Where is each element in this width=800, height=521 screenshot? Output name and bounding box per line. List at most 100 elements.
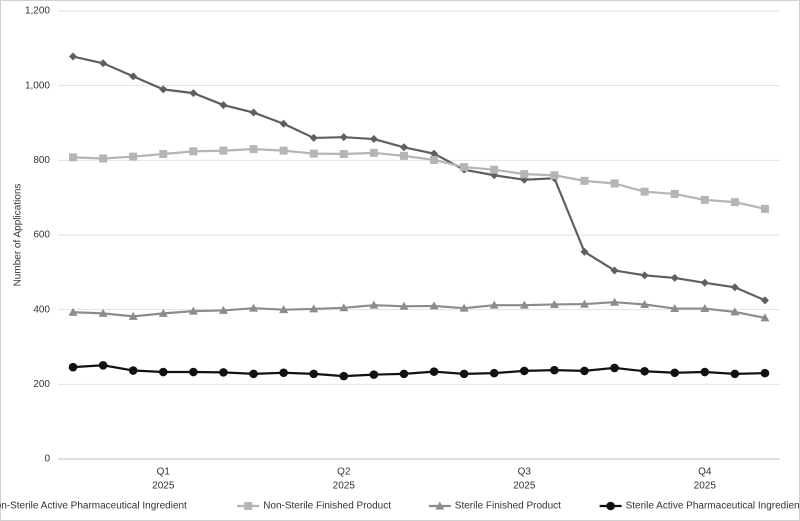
data-point bbox=[99, 59, 108, 68]
data-point bbox=[670, 273, 679, 282]
data-point bbox=[399, 151, 408, 160]
series-line bbox=[73, 148, 766, 210]
data-point bbox=[309, 149, 318, 158]
data-point bbox=[369, 148, 378, 157]
data-point bbox=[309, 369, 319, 379]
data-point bbox=[519, 300, 529, 309]
legend-marker bbox=[244, 502, 253, 510]
data-point bbox=[339, 133, 348, 142]
data-point bbox=[489, 300, 499, 309]
data-point bbox=[519, 366, 529, 376]
data-point bbox=[129, 152, 138, 161]
data-point bbox=[399, 301, 409, 310]
data-point bbox=[640, 299, 650, 308]
data-point bbox=[640, 271, 649, 280]
data-point bbox=[219, 368, 228, 377]
data-point bbox=[610, 363, 619, 373]
data-point bbox=[760, 296, 769, 305]
data-point bbox=[610, 297, 620, 306]
legend-marker bbox=[435, 501, 445, 510]
data-point bbox=[129, 72, 138, 81]
data-point bbox=[700, 367, 710, 377]
x-tick-sublabel: 2025 bbox=[152, 481, 175, 492]
data-point bbox=[249, 303, 259, 312]
x-tick-sublabel: 2025 bbox=[513, 481, 536, 492]
data-point bbox=[430, 149, 439, 158]
legend-label: Non-Sterile Finished Product bbox=[263, 501, 391, 512]
data-point bbox=[610, 179, 619, 188]
data-point bbox=[429, 301, 439, 310]
data-point bbox=[279, 119, 288, 128]
series-line bbox=[73, 301, 766, 319]
data-point bbox=[670, 368, 680, 378]
legend-label: Non-Sterile Active Pharmaceutical Ingred… bbox=[0, 501, 187, 512]
data-point bbox=[188, 306, 198, 315]
data-point bbox=[158, 308, 168, 317]
data-point bbox=[550, 365, 559, 375]
data-point bbox=[760, 313, 770, 322]
data-point bbox=[339, 149, 348, 158]
data-point bbox=[279, 305, 289, 314]
data-point bbox=[369, 370, 379, 379]
data-point bbox=[760, 368, 770, 378]
data-point bbox=[189, 367, 198, 377]
data-point bbox=[489, 368, 499, 378]
data-point bbox=[550, 171, 559, 180]
y-tick-label: 600 bbox=[33, 230, 50, 241]
data-point bbox=[158, 367, 168, 377]
y-axis-title: Number of Applications bbox=[13, 184, 24, 287]
data-point bbox=[520, 170, 529, 179]
data-point bbox=[430, 155, 439, 164]
data-point bbox=[730, 369, 740, 379]
data-point bbox=[399, 143, 408, 152]
data-point bbox=[459, 369, 469, 379]
y-tick-label: 1,000 bbox=[25, 80, 50, 91]
y-tick-label: 0 bbox=[44, 454, 50, 465]
series-line bbox=[72, 55, 766, 302]
legend-label: Sterile Active Pharmaceutical Ingredient bbox=[626, 501, 800, 512]
data-point bbox=[69, 153, 78, 162]
y-tick-label: 1,200 bbox=[25, 6, 50, 17]
data-point bbox=[700, 278, 709, 287]
data-point bbox=[730, 283, 739, 292]
x-tick-sublabel: 2025 bbox=[694, 481, 717, 492]
x-tick-label: Q2 bbox=[337, 467, 351, 478]
data-point bbox=[399, 369, 409, 379]
data-point bbox=[69, 52, 78, 61]
legend-label: Sterile Finished Product bbox=[455, 501, 561, 512]
data-point bbox=[369, 135, 378, 144]
data-point bbox=[159, 85, 168, 94]
data-point bbox=[490, 165, 499, 174]
data-point bbox=[68, 362, 78, 372]
data-point bbox=[670, 304, 680, 313]
x-tick-label: Q4 bbox=[698, 467, 712, 478]
data-point bbox=[610, 266, 619, 275]
data-point bbox=[580, 176, 589, 185]
x-tick-sublabel: 2025 bbox=[333, 481, 356, 492]
data-point bbox=[68, 307, 78, 316]
data-point bbox=[640, 187, 649, 196]
data-point bbox=[219, 101, 228, 110]
data-point bbox=[98, 308, 108, 317]
data-point bbox=[249, 369, 258, 379]
data-point bbox=[670, 189, 679, 198]
data-point bbox=[189, 147, 198, 156]
data-point bbox=[760, 204, 769, 213]
data-point bbox=[128, 366, 138, 375]
data-point bbox=[249, 145, 258, 154]
data-point bbox=[128, 311, 138, 320]
x-tick-label: Q3 bbox=[518, 467, 532, 478]
data-point bbox=[460, 163, 469, 172]
data-point bbox=[189, 89, 198, 98]
data-point bbox=[219, 146, 228, 155]
data-point bbox=[369, 300, 379, 309]
data-point bbox=[339, 371, 349, 381]
data-point bbox=[580, 247, 589, 256]
data-point bbox=[309, 304, 319, 313]
data-point bbox=[640, 366, 649, 376]
data-point bbox=[99, 154, 108, 163]
y-tick-label: 800 bbox=[33, 155, 50, 166]
data-point bbox=[730, 198, 739, 207]
